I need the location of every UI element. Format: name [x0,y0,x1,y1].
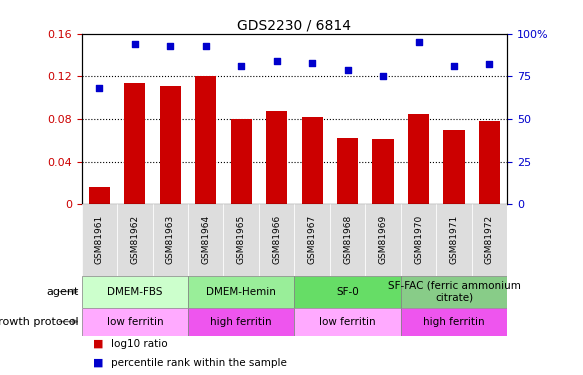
Bar [472,204,507,276]
Text: agent: agent [46,286,79,297]
Text: ■: ■ [93,339,104,349]
Point [272,58,282,64]
Bar [259,204,294,276]
Bar [195,76,216,204]
Text: GSM81971: GSM81971 [449,215,458,264]
Point [130,41,139,47]
Text: GSM81967: GSM81967 [308,215,317,264]
Text: ■: ■ [93,358,104,368]
Text: GSM81963: GSM81963 [166,215,175,264]
Title: GDS2230 / 6814: GDS2230 / 6814 [237,19,352,33]
Text: GSM81962: GSM81962 [131,215,139,264]
Bar [337,138,358,204]
Text: low ferritin: low ferritin [107,316,163,327]
Text: GSM81965: GSM81965 [237,215,245,264]
Bar [330,204,366,276]
Bar [294,308,401,336]
Point [485,62,494,68]
Text: GSM81964: GSM81964 [201,215,210,264]
Point [343,67,352,73]
Bar [301,117,323,204]
Bar [294,276,401,308]
Text: GSM81966: GSM81966 [272,215,281,264]
Bar [436,204,472,276]
Bar [82,308,188,336]
Text: GSM81969: GSM81969 [378,215,388,264]
Text: SF-0: SF-0 [336,286,359,297]
Point [237,63,246,69]
Bar [153,204,188,276]
Text: GSM81970: GSM81970 [414,215,423,264]
Text: SF-FAC (ferric ammonium
citrate): SF-FAC (ferric ammonium citrate) [388,281,521,302]
Bar [188,276,294,308]
Bar [401,204,436,276]
Bar [443,130,465,204]
Bar [479,121,500,204]
Bar [266,111,287,204]
Text: GSM81961: GSM81961 [95,215,104,264]
Text: log10 ratio: log10 ratio [111,339,167,349]
Bar [231,119,252,204]
Point [166,43,175,49]
Bar [82,276,188,308]
Text: growth protocol: growth protocol [0,316,79,327]
Text: GSM81972: GSM81972 [485,215,494,264]
Text: GSM81968: GSM81968 [343,215,352,264]
Point [201,43,210,49]
Bar [294,204,330,276]
Bar [82,204,117,276]
Text: high ferritin: high ferritin [210,316,272,327]
Bar [188,308,294,336]
Text: high ferritin: high ferritin [423,316,485,327]
Bar [89,188,110,204]
Point [414,39,423,45]
Bar [117,204,153,276]
Point [449,63,459,69]
Bar [401,308,507,336]
Point [307,60,317,66]
Text: DMEM-FBS: DMEM-FBS [107,286,163,297]
Bar [366,204,401,276]
Bar [124,83,145,204]
Point [94,86,104,92]
Point [378,74,388,80]
Bar [160,86,181,204]
Bar [223,204,259,276]
Bar [408,114,429,204]
Bar [188,204,223,276]
Text: low ferritin: low ferritin [319,316,376,327]
Text: DMEM-Hemin: DMEM-Hemin [206,286,276,297]
Bar [401,276,507,308]
Text: percentile rank within the sample: percentile rank within the sample [111,358,287,368]
Bar [373,140,394,204]
